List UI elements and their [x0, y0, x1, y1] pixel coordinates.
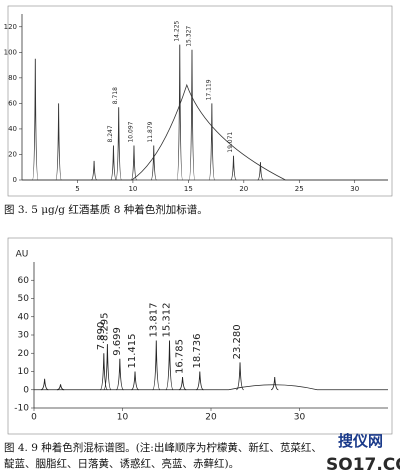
- peak: [150, 145, 157, 181]
- y-tick-label: 40: [8, 125, 17, 133]
- peak: [130, 145, 138, 181]
- baseline: [34, 384, 388, 391]
- chart: 0 20 40 60 80 100 120 5 10 15 20 25 30 8.247 8.718 10.0…: [4, 14, 388, 193]
- x-tick-label: 10: [117, 413, 129, 423]
- peak-label: 13.817: [148, 302, 159, 337]
- figure-frame: [7, 237, 393, 435]
- x-tick-label: 5: [75, 185, 79, 193]
- peak: [55, 103, 62, 181]
- peak: [56, 384, 65, 391]
- peak-label: 9.699: [112, 327, 123, 356]
- peak: [99, 353, 108, 391]
- y-tick-label: 20: [8, 150, 17, 158]
- x-tick-label: 0: [31, 413, 37, 423]
- peak: [115, 107, 122, 181]
- y-tick-label: 120: [4, 23, 17, 31]
- peak-label: 10.097: [127, 121, 134, 142]
- peak-label: 11.415: [127, 334, 138, 369]
- y-tick-label: 10: [18, 367, 30, 377]
- peak-label: 8.718: [112, 87, 119, 104]
- x-tick-label: 20: [205, 413, 217, 423]
- caption: 图 4. 9 种着色剂混标谱图。(注:出峰顺序为柠檬黄、新红、苋菜红、: [4, 441, 322, 454]
- x-tick-label: 25: [295, 185, 304, 193]
- y-tick-label: 30: [18, 331, 30, 341]
- x-tick-label: 15: [184, 185, 193, 193]
- peak: [178, 376, 187, 391]
- y-tick-label: 20: [18, 349, 30, 359]
- watermark: SO17.CC: [326, 455, 400, 475]
- y-tick-label: 0: [13, 176, 17, 184]
- peak: [40, 378, 49, 391]
- peak: [131, 371, 139, 391]
- peak: [165, 340, 174, 391]
- peak-label: 15.312: [162, 302, 173, 337]
- peak-label: 16.785: [175, 339, 186, 374]
- peak: [196, 371, 204, 391]
- peak-label: 15.327: [185, 26, 192, 47]
- figure-frame: [7, 5, 393, 197]
- y-tick-label: 60: [18, 276, 30, 286]
- peak: [110, 145, 117, 181]
- peak: [115, 358, 124, 391]
- peak: [230, 155, 237, 181]
- x-tick-label: 10: [128, 185, 137, 193]
- y-tick-label: -10: [14, 404, 29, 414]
- peak-label: 17.119: [205, 79, 212, 100]
- baseline: [22, 83, 388, 181]
- peak-label: 18.736: [192, 334, 203, 369]
- peak-label: 14.225: [173, 20, 180, 41]
- peak: [103, 344, 112, 391]
- y-tick-label: 100: [4, 48, 17, 56]
- y-tick-label: 40: [18, 312, 30, 322]
- peak-label: 8.247: [107, 125, 114, 142]
- peak: [236, 362, 244, 391]
- peak-label: 8.295: [99, 312, 110, 341]
- y-tick-label: 0: [23, 385, 29, 395]
- peak: [176, 44, 184, 181]
- peak: [270, 376, 279, 391]
- peak-label: 11.879: [147, 121, 154, 142]
- peak: [32, 58, 39, 181]
- caption: 图 3. 5 μg/g 红酒基质 8 种着色剂加标谱。: [4, 203, 208, 216]
- y-tick-label: 50: [18, 294, 30, 304]
- peak: [257, 162, 264, 181]
- peak-label: 19.071: [227, 132, 234, 153]
- x-tick-label: 30: [350, 185, 359, 193]
- peak: [188, 49, 196, 181]
- peak: [152, 340, 161, 391]
- y-tick-label: 60: [8, 99, 17, 107]
- peak-label: 23.280: [232, 324, 243, 359]
- caption: 靛蓝、胭脂红、日落黄、诱惑红、亮蓝、赤藓红)。: [4, 457, 239, 470]
- x-tick-label: 30: [294, 413, 306, 423]
- x-tick-label: 20: [239, 185, 248, 193]
- y-axis-label: AU: [16, 250, 29, 260]
- y-tick-label: 80: [8, 74, 17, 82]
- watermark: 搜仪网: [338, 432, 383, 450]
- peak: [91, 160, 98, 181]
- peak: [208, 103, 216, 181]
- peak-label: 7.890: [96, 322, 107, 351]
